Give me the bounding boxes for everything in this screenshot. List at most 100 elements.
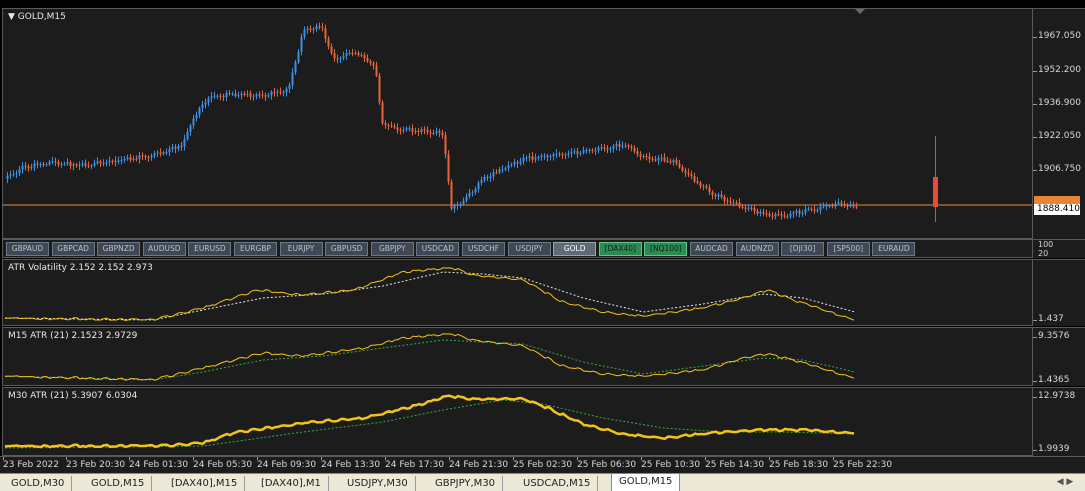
candle-body — [93, 163, 96, 166]
candle-body — [843, 203, 846, 206]
candle-body — [537, 157, 540, 159]
candle-body — [387, 124, 390, 126]
candle-body — [267, 95, 270, 97]
candle-body — [735, 202, 738, 204]
symbol-button-gbpnzd[interactable]: GBPNZD — [97, 242, 141, 256]
candle-body — [384, 123, 387, 125]
candle-body — [423, 129, 426, 131]
candle-body — [756, 211, 759, 214]
symbol-button-audnzd[interactable]: AUDNZD — [735, 242, 779, 256]
candle-body — [687, 172, 690, 175]
chart-tab[interactable]: USDCAD,M15 — [516, 476, 599, 491]
symbol-button-audcad[interactable]: AUDCAD — [690, 242, 733, 256]
candle-body — [111, 160, 114, 162]
symbol-button-gbpcad[interactable]: GBPCAD — [51, 242, 95, 256]
symbol-button-eurgbp[interactable]: EURGBP — [234, 242, 277, 256]
candle-body — [399, 129, 402, 131]
time-tick — [129, 457, 130, 460]
candle-body — [309, 28, 312, 30]
symbol-button-gold[interactable]: GOLD — [553, 242, 597, 256]
candle-body — [207, 98, 210, 103]
candle-body — [177, 145, 180, 149]
symbol-button-euraud[interactable]: EURAUD — [872, 242, 916, 256]
time-tick — [577, 457, 578, 460]
price-level-label: 1967.050 — [1038, 31, 1081, 41]
candle-body — [483, 177, 486, 181]
candle-body — [801, 212, 804, 214]
candle-body — [150, 155, 153, 158]
candle-body — [630, 146, 633, 148]
chart-tab[interactable]: GOLD,M15 — [611, 474, 681, 491]
time-tick — [833, 457, 834, 460]
price-chart-pane[interactable]: ▼ GOLD,M15 — [2, 8, 1033, 239]
price-level-label: 1922.050 — [1038, 131, 1081, 141]
chart-tab[interactable]: [DAX40],M15 — [164, 476, 246, 491]
candle-body — [408, 128, 411, 130]
symbol-button-audusd[interactable]: AUDUSD — [142, 242, 186, 256]
indicator-label: ATR Volatility 2.152 2.152 2.973 — [8, 263, 153, 273]
price-level-label: 1906.750 — [1038, 164, 1081, 174]
symbol-button-dji30[interactable]: [DJI30] — [781, 242, 825, 256]
candle-body — [258, 94, 261, 96]
chart-tab[interactable]: [DAX40],M1 — [254, 476, 329, 491]
symbol-button-usdchf[interactable]: USDCHF — [462, 242, 505, 256]
symbol-button-sp500[interactable]: [SP500] — [826, 242, 870, 256]
chart-tab[interactable]: GBPJPY,M30 — [428, 476, 504, 491]
symbol-button-nq100[interactable]: [NQ100] — [644, 242, 688, 256]
candle-body — [741, 206, 744, 208]
candle-body — [798, 210, 801, 214]
pending-candle-body — [933, 177, 938, 207]
m30-atr-pane[interactable]: M30 ATR (21) 5.3907 6.0304 — [2, 387, 1033, 456]
candle-body — [66, 162, 69, 164]
candle-body — [636, 151, 639, 155]
symbol-button-dax40[interactable]: [DAX40] — [598, 242, 642, 256]
scale-top-label: 12.9738 — [1038, 391, 1076, 401]
candle-body — [198, 107, 201, 115]
chart-tab[interactable]: GOLD,M15 — [84, 476, 153, 491]
candle-body — [489, 176, 492, 179]
candle-body — [543, 155, 546, 157]
candle-body — [657, 157, 660, 161]
chart-tab[interactable]: GOLD,M30 — [4, 476, 73, 491]
candle-body — [546, 155, 549, 158]
candle-body — [825, 205, 828, 207]
symbol-button-gbpusd[interactable]: GBPUSD — [325, 242, 369, 256]
atr-volatility-pane[interactable]: ATR Volatility 2.152 2.152 2.973 — [2, 259, 1033, 326]
candle-body — [315, 26, 318, 29]
time-label: 24 Feb 17:30 — [385, 460, 445, 470]
candle-body — [276, 91, 279, 93]
candle-body — [36, 163, 39, 165]
candle-body — [648, 156, 651, 160]
candle-body — [810, 208, 813, 210]
symbol-button-gbpaud[interactable]: GBPAUD — [6, 242, 49, 256]
candle-body — [555, 153, 558, 155]
candle-body — [852, 205, 855, 207]
candle-body — [270, 91, 273, 96]
symbol-button-gbpjpy[interactable]: GBPJPY — [370, 242, 414, 256]
candle-body — [87, 165, 90, 167]
candle-body — [174, 147, 177, 149]
signal-line — [4, 339, 855, 381]
atr-volatility-plot — [4, 267, 855, 322]
scroll-arrows-icon[interactable]: ◀ ▶ — [1056, 477, 1074, 487]
candle-body — [102, 162, 105, 164]
candle-body — [306, 28, 309, 30]
candle-body — [456, 204, 459, 206]
symbol-button-usdjpy[interactable]: USDJPY — [507, 242, 551, 256]
m15-atr-pane[interactable]: M15 ATR (21) 2.1523 2.9729 — [2, 327, 1033, 386]
candle-body — [738, 202, 741, 207]
candle-body — [561, 154, 564, 156]
collapse-triangle-icon[interactable]: ▼ — [8, 12, 15, 22]
symbol-button-usdcad[interactable]: USDCAD — [416, 242, 460, 256]
candle-body — [780, 214, 783, 216]
candle-body — [600, 147, 603, 149]
candle-body — [81, 163, 84, 165]
candle-body — [33, 163, 36, 168]
candle-body — [441, 132, 444, 136]
candle-body — [18, 169, 21, 174]
candle-body — [375, 65, 378, 76]
symbol-button-eurusd[interactable]: EURUSD — [188, 242, 232, 256]
symbol-button-eurjpy[interactable]: EURJPY — [279, 242, 323, 256]
chart-tab[interactable]: USDJPY,M30 — [340, 476, 416, 491]
time-tick — [513, 457, 514, 460]
